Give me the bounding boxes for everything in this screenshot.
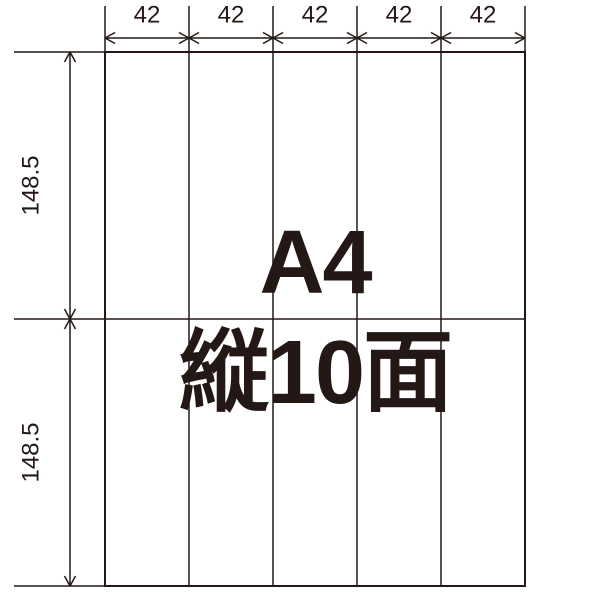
dim-arrowhead <box>65 576 71 586</box>
dim-arrowhead <box>357 38 367 44</box>
diagram-svg: 42 42 42 42 42 148.5 148.5 A4縦10面 <box>0 0 600 600</box>
dim-label-left: 148.5 <box>17 155 44 215</box>
dim-arrowhead <box>263 38 273 44</box>
dim-arrowhead <box>515 33 525 39</box>
dim-arrowhead <box>273 33 283 39</box>
dim-arrowhead <box>70 319 76 329</box>
dim-label-top: 42 <box>386 1 413 28</box>
dim-arrowhead <box>441 38 451 44</box>
dim-arrowhead <box>179 38 189 44</box>
dim-arrowhead <box>70 576 76 586</box>
dim-arrowhead <box>65 309 71 319</box>
dim-arrowhead <box>65 319 71 329</box>
dim-arrowhead <box>273 38 283 44</box>
dim-arrowhead <box>357 33 367 39</box>
dim-label-top: 42 <box>134 1 161 28</box>
dim-arrowhead <box>431 33 441 39</box>
dim-arrowhead <box>189 38 199 44</box>
dim-arrowhead <box>347 38 357 44</box>
title-line-1: A4 <box>259 213 372 313</box>
dim-arrowhead <box>263 33 273 39</box>
dim-arrowhead <box>431 38 441 44</box>
dim-arrowhead <box>105 38 115 44</box>
dim-label-top: 42 <box>302 1 329 28</box>
dim-arrowhead <box>105 33 115 39</box>
dim-label-top: 42 <box>218 1 245 28</box>
dim-arrowhead <box>515 38 525 44</box>
dim-arrowhead <box>65 52 71 62</box>
dim-arrowhead <box>179 33 189 39</box>
dim-label-top: 42 <box>470 1 497 28</box>
dim-label-left: 148.5 <box>17 422 44 482</box>
title-line-2: 縦10面 <box>179 323 451 423</box>
dim-arrowhead <box>347 33 357 39</box>
dim-arrowhead <box>441 33 451 39</box>
dim-arrowhead <box>70 52 76 62</box>
dim-arrowhead <box>189 33 199 39</box>
dim-arrowhead <box>70 309 76 319</box>
